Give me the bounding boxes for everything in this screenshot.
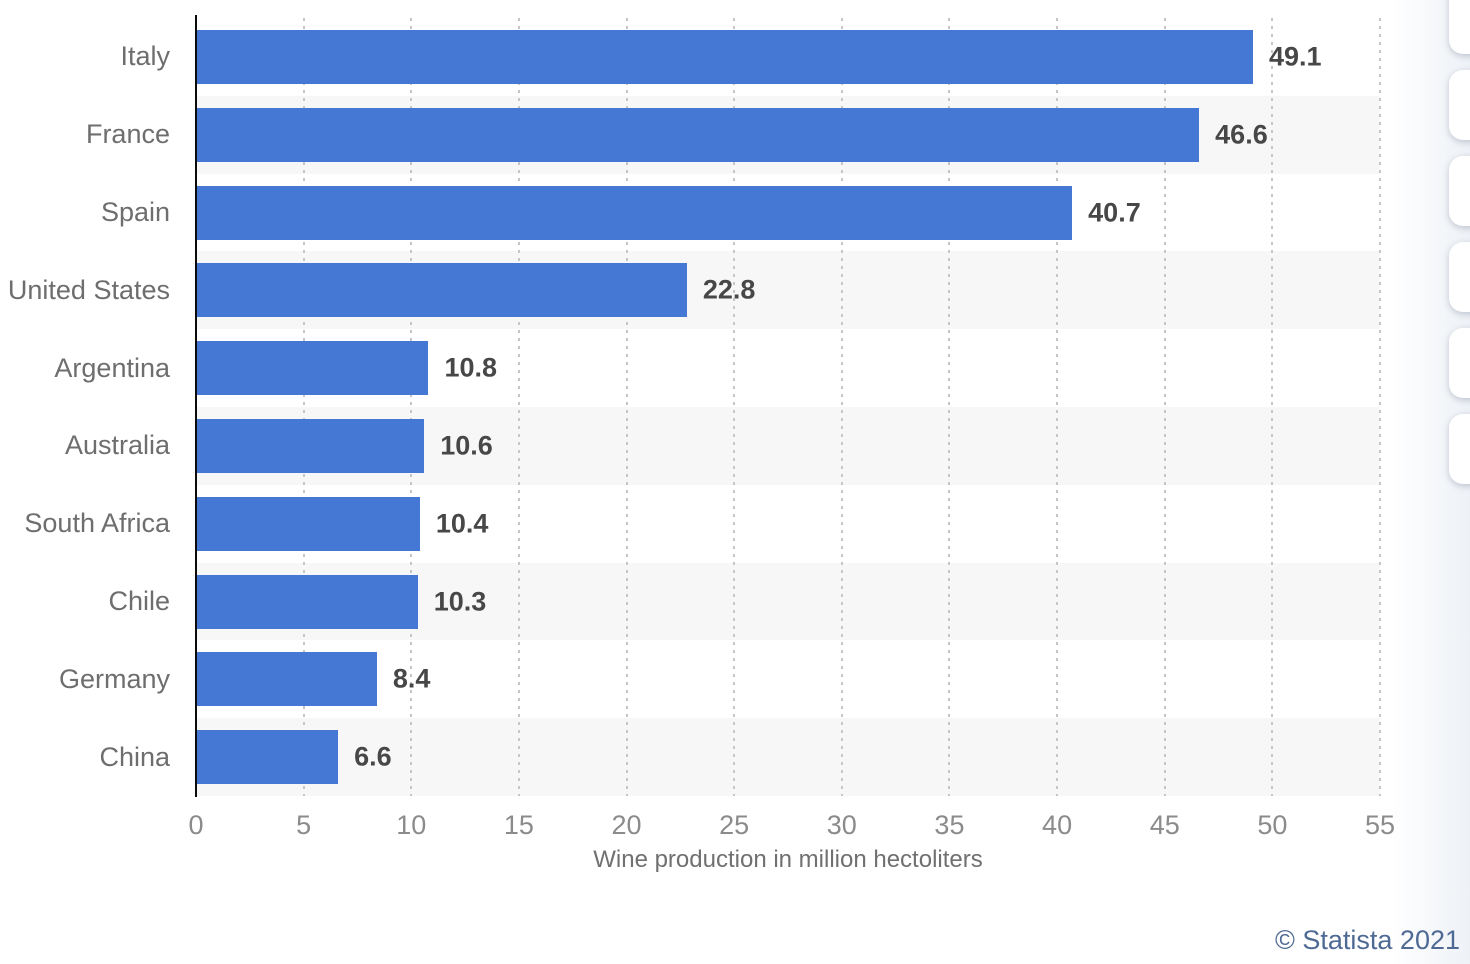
- x-tick-label: 30: [826, 810, 857, 840]
- x-tick-label: 55: [1364, 810, 1396, 840]
- x-tick-label: 45: [1149, 810, 1180, 840]
- toolbar-button-2[interactable]: [1449, 70, 1470, 140]
- x-tick-label: 35: [934, 810, 965, 840]
- plot-area: 49.1 46.6 40.7 22.8 10.8 10.6 10.4 10.3 8.4 6.6: [196, 18, 1381, 796]
- gridline: [1163, 18, 1166, 796]
- bar-china[interactable]: [196, 730, 339, 785]
- y-axis-line: [195, 15, 197, 797]
- category-axis-labels: Italy France Spain United States Argentina Au…: [0, 18, 196, 796]
- value-label: 10.3: [433, 586, 487, 616]
- gridline: [517, 18, 520, 796]
- toolbar-button-6[interactable]: [1449, 414, 1470, 484]
- category-label: South Africa: [24, 508, 170, 539]
- x-tick-label: 40: [1042, 810, 1073, 840]
- value-label: 10.6: [440, 430, 493, 461]
- gridline: [1271, 18, 1274, 796]
- x-axis-ticks: 0 5 10 15 20 25 30 35 40 45 50 55: [188, 810, 1395, 844]
- x-tick-label: 10: [396, 810, 427, 840]
- bar-chile[interactable]: [196, 574, 418, 629]
- category-label: China: [99, 741, 170, 772]
- x-tick-label: 50: [1257, 810, 1288, 840]
- gridline: [625, 18, 628, 796]
- category-label: Italy: [120, 41, 170, 72]
- value-label: 10.4: [435, 508, 489, 539]
- bar-australia[interactable]: [196, 418, 425, 473]
- x-axis-title: Wine production in million hectoliters: [593, 846, 983, 873]
- gridline: [733, 18, 736, 796]
- toolbar-button-1[interactable]: [1449, 0, 1470, 54]
- category-label: Germany: [58, 663, 170, 694]
- value-label: 22.8: [702, 274, 756, 305]
- gridline: [410, 18, 413, 796]
- category-label: Argentina: [54, 352, 170, 383]
- x-tick-label: 20: [611, 810, 642, 840]
- row-stripe: [196, 718, 1380, 796]
- gridline: [948, 18, 951, 796]
- category-label: Spain: [100, 196, 170, 227]
- value-label: 46.6: [1215, 119, 1268, 150]
- x-tick-label: 0: [188, 810, 204, 840]
- value-label: 10.8: [444, 352, 498, 383]
- bar-south-africa[interactable]: [196, 496, 420, 551]
- category-label: United States: [7, 274, 170, 305]
- value-label: 6.6: [354, 741, 392, 772]
- bar-france[interactable]: [196, 107, 1200, 162]
- bar-united-states[interactable]: [196, 263, 687, 318]
- value-label: 49.1: [1268, 41, 1322, 72]
- bar-germany[interactable]: [196, 652, 377, 707]
- gridline: [1379, 18, 1381, 796]
- x-tick-label: 5: [296, 810, 312, 840]
- toolbar-button-3[interactable]: [1449, 156, 1470, 226]
- category-label: Chile: [108, 585, 170, 616]
- value-label: 40.7: [1088, 197, 1141, 227]
- bar-italy[interactable]: [196, 29, 1253, 84]
- value-label: 8.4: [392, 663, 431, 694]
- x-tick-label: 25: [719, 810, 750, 840]
- bar-spain[interactable]: [196, 185, 1073, 240]
- gridline: [1056, 18, 1059, 796]
- toolbar-button-4[interactable]: [1449, 242, 1470, 312]
- category-label: France: [85, 119, 170, 150]
- bar-argentina[interactable]: [196, 341, 429, 396]
- toolbar-button-5[interactable]: [1449, 328, 1470, 398]
- x-tick-label: 15: [503, 810, 534, 840]
- category-label: Australia: [64, 430, 170, 461]
- gridline: [302, 18, 305, 796]
- gridline: [840, 18, 843, 796]
- copyright-notice: © Statista 2021: [1274, 925, 1460, 955]
